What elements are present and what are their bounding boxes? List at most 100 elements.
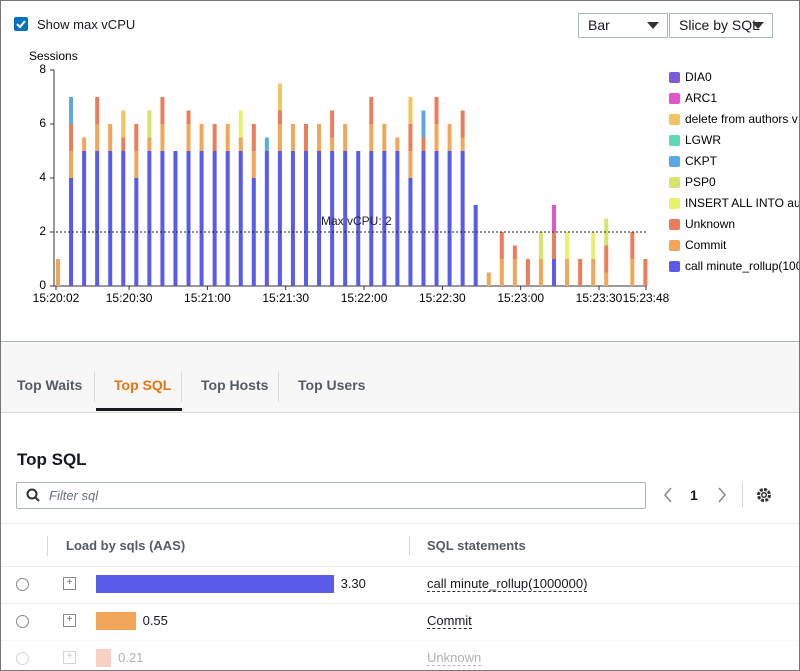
table-row: +0.21 Unknown — [1, 640, 799, 670]
legend-swatch — [669, 198, 680, 209]
divider — [409, 536, 410, 556]
bar-segment — [251, 151, 256, 178]
load-value: 3.30 — [340, 576, 366, 591]
bar-segment — [121, 151, 126, 286]
max-vcpu-label: Max vCPU: 2 — [321, 214, 392, 228]
load-value: 0.55 — [142, 613, 168, 628]
checkbox[interactable] — [14, 17, 28, 31]
bar-segment — [304, 124, 309, 151]
bar-segment — [121, 110, 126, 138]
chart-panel — [1, 1, 799, 342]
bar-segment — [160, 97, 165, 124]
row-radio[interactable] — [16, 578, 29, 591]
bar-segment — [460, 137, 465, 151]
table-row: +3.30 call minute_rollup(1000000) — [1, 566, 799, 604]
table-row: +0.55 Commit — [1, 603, 799, 641]
bar-segment — [56, 259, 60, 286]
bar-segment — [460, 151, 465, 286]
view-select[interactable]: Bar — [578, 13, 668, 38]
bar-segment — [264, 137, 269, 151]
legend-swatch — [669, 72, 680, 83]
settings-icon[interactable] — [755, 486, 773, 504]
bar-segment — [225, 151, 230, 286]
legend-label: INSERT ALL INTO au — [685, 196, 799, 210]
bar-segment — [186, 110, 191, 124]
bar-segment — [277, 151, 282, 286]
x-tick-label: 15:23:00 — [497, 291, 544, 305]
sql-statement[interactable]: Commit — [427, 613, 472, 629]
legend-swatch — [669, 114, 680, 125]
bar-segment — [538, 232, 543, 259]
tab-divider — [278, 372, 279, 402]
bar-segment — [591, 232, 596, 259]
legend-label: delete from authors v — [685, 112, 798, 126]
bar-segment — [290, 151, 295, 286]
bar-segment — [434, 151, 439, 286]
bar-segment — [238, 110, 243, 138]
row-radio[interactable] — [16, 615, 29, 628]
bar-segment — [552, 205, 557, 232]
chart: Sessions 0 2 4 6 8 15:20:02 15:20:30 15:21:00 15:… — [29, 49, 799, 305]
bar-segment — [343, 151, 348, 286]
checkbox-label[interactable]: Show max vCPU — [37, 17, 136, 32]
legend-label: Commit — [685, 238, 727, 252]
bar-segment — [343, 124, 348, 151]
bar-segment — [565, 259, 570, 286]
bar-segment — [486, 272, 491, 286]
bar-segment — [186, 124, 191, 151]
bar-segment — [630, 232, 635, 259]
bar-segment — [552, 259, 557, 286]
tab[interactable]: Top Waits — [17, 377, 83, 393]
bar-segment — [460, 110, 465, 138]
y-axis-label: Sessions — [29, 49, 78, 63]
bar-segment — [186, 151, 191, 286]
y-tick-label: 2 — [39, 224, 46, 238]
bar-segment — [447, 151, 452, 286]
expand-icon: + — [63, 651, 76, 664]
bar-segment — [290, 124, 295, 151]
filter-input[interactable]: Filter sql — [16, 482, 646, 509]
bar-segment — [356, 151, 361, 286]
bar-segment — [382, 151, 387, 286]
sql-statement[interactable]: call minute_rollup(1000000) — [427, 576, 588, 592]
tab-bar — [1, 342, 799, 413]
legend-swatch — [669, 135, 680, 146]
row-radio[interactable] — [16, 652, 29, 665]
search-icon — [26, 488, 40, 502]
bar-segment — [369, 124, 374, 151]
bar-segment — [421, 151, 426, 286]
y-tick-label: 4 — [39, 170, 46, 184]
bar-segment — [643, 259, 648, 286]
slice-select[interactable]: Slice by SQL — [669, 13, 773, 38]
sql-statement[interactable]: Unknown — [427, 650, 482, 666]
bar-segment — [95, 151, 100, 286]
bar-segment — [395, 137, 400, 151]
x-tick-label: 15:23:30 — [576, 291, 623, 305]
tab-divider — [94, 372, 95, 402]
bar-segment — [69, 151, 74, 178]
load-bar — [96, 612, 136, 630]
prev-page[interactable] — [661, 486, 675, 504]
column-header: Load by sqls (AAS) — [66, 538, 186, 553]
bar-segment — [277, 124, 282, 151]
page-number[interactable]: 1 — [690, 487, 698, 503]
x-tick-label: 15:21:00 — [184, 291, 231, 305]
expand-icon: + — [63, 577, 76, 590]
next-page[interactable] — [715, 486, 729, 504]
bar-segment — [499, 232, 504, 259]
bar-segment — [578, 259, 583, 286]
legend-label: Unknown — [685, 217, 735, 231]
legend-swatch — [669, 156, 680, 167]
tab[interactable]: Top SQL — [114, 377, 172, 393]
bar-segment — [277, 83, 282, 111]
bar-segment — [565, 232, 570, 259]
load-bar — [96, 649, 112, 667]
legend-swatch — [669, 93, 680, 104]
bar-segment — [147, 137, 152, 151]
bar-segment — [434, 97, 439, 124]
tab[interactable]: Top Users — [298, 377, 366, 393]
tab[interactable]: Top Hosts — [201, 377, 269, 393]
checkmark — [16, 20, 26, 29]
y-tick-label: 6 — [39, 116, 46, 130]
y-tick-label: 0 — [39, 278, 46, 292]
